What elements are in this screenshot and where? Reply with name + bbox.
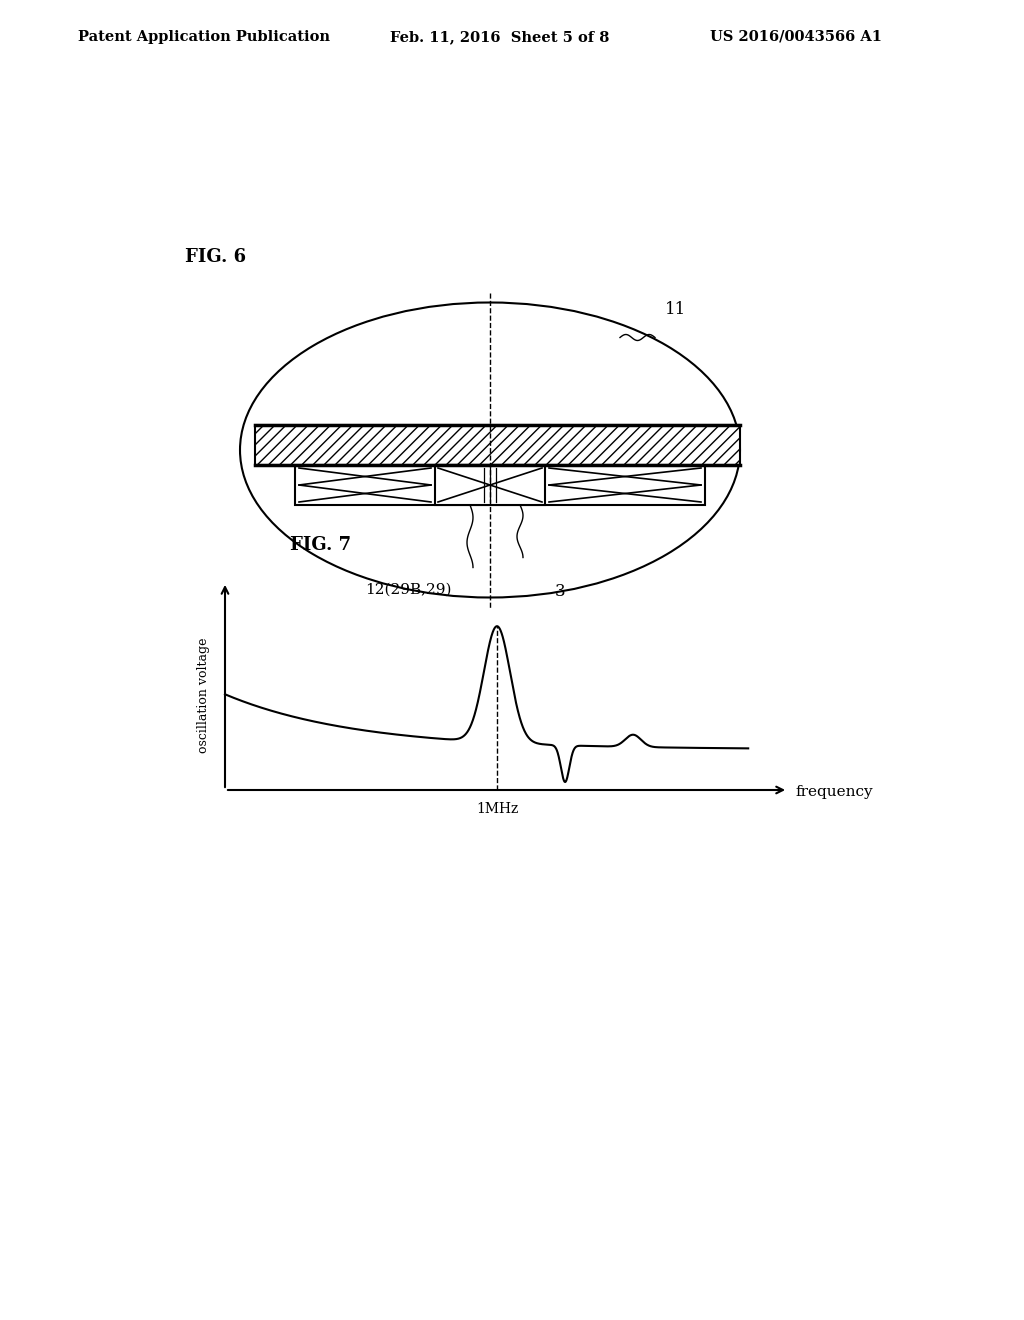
Bar [295,465,705,506]
Text: FIG. 6: FIG. 6 [185,248,246,267]
Text: 12(29B,29): 12(29B,29) [365,582,452,597]
Text: frequency: frequency [795,785,872,799]
Bar [435,465,545,506]
Text: FIG. 7: FIG. 7 [290,536,351,554]
Text: oscillation voltage: oscillation voltage [197,638,210,752]
Text: Feb. 11, 2016  Sheet 5 of 8: Feb. 11, 2016 Sheet 5 of 8 [390,30,609,44]
Text: 11: 11 [665,301,686,318]
Text: 3: 3 [555,582,565,599]
Bar [255,425,740,465]
Text: Patent Application Publication: Patent Application Publication [78,30,330,44]
Text: US 2016/0043566 A1: US 2016/0043566 A1 [710,30,882,44]
Text: 1MHz: 1MHz [476,803,518,816]
